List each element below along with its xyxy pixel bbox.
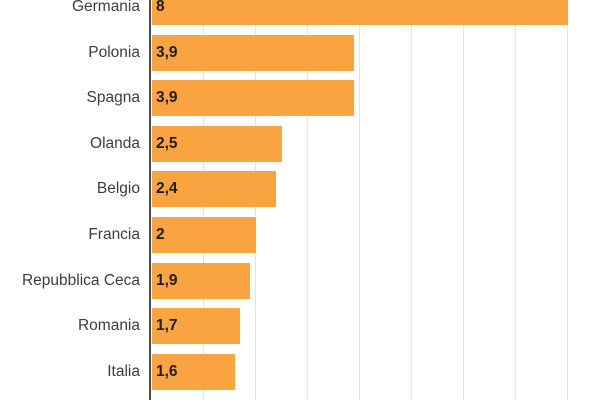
bar-row: Italia 1,6	[0, 353, 600, 390]
bar-row: Olanda 2,5	[0, 125, 600, 162]
value-label: 8	[156, 0, 165, 16]
gridline	[566, 0, 568, 400]
value-label: 2,5	[156, 134, 178, 152]
category-label: Germania	[71, 0, 140, 16]
category-label: Olanda	[90, 134, 140, 152]
bar: 3,9	[151, 34, 355, 71]
value-label: 3,9	[156, 89, 178, 107]
bar-row: Repubblica Ceca 1,9	[0, 262, 600, 299]
gridline	[514, 0, 516, 400]
gridline	[358, 0, 360, 400]
category-label: Belgio	[96, 180, 140, 198]
bar-row: Romania 1,7	[0, 308, 600, 345]
bar-row: Spagna 3,9	[0, 80, 600, 117]
gridline	[306, 0, 308, 400]
bar: 2,4	[151, 171, 277, 208]
bar-row: Germania 8	[0, 0, 600, 26]
bar: 3,9	[151, 80, 355, 117]
bar: 1,7	[151, 308, 240, 345]
bar: 2,5	[151, 125, 282, 162]
gridline	[410, 0, 412, 400]
category-label: Spagna	[86, 89, 140, 107]
bar-row: Polonia 3,9	[0, 34, 600, 71]
bar: 1,6	[151, 353, 235, 390]
bar: 8	[151, 0, 568, 26]
category-label: Francia	[88, 225, 140, 243]
bar: 2	[151, 216, 256, 253]
y-axis-line	[148, 0, 151, 400]
category-label: Italia	[107, 362, 140, 380]
value-label: 1,7	[156, 317, 178, 335]
bar-row: Francia 2	[0, 216, 600, 253]
bar: 1,9	[151, 262, 251, 299]
bar-row: Belgio 2,4	[0, 171, 600, 208]
category-label: Romania	[77, 317, 140, 335]
value-label: 1,9	[156, 271, 178, 289]
value-label: 1,6	[156, 362, 178, 380]
category-label: Polonia	[88, 43, 140, 61]
value-label: 2	[156, 225, 165, 243]
value-label: 2,4	[156, 180, 178, 198]
category-label: Repubblica Ceca	[21, 271, 140, 289]
value-label: 3,9	[156, 43, 178, 61]
gridline	[462, 0, 464, 400]
